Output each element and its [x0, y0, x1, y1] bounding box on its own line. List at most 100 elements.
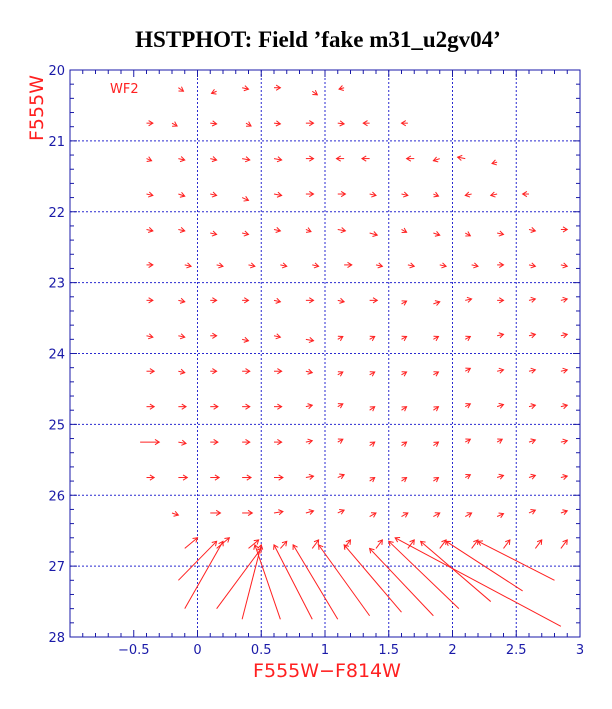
vector-165 — [184, 537, 199, 549]
vector-149 — [496, 473, 505, 480]
vector-133 — [433, 441, 440, 447]
vector-13 — [362, 120, 370, 127]
vector-39 — [521, 190, 529, 198]
vector-173 — [439, 539, 447, 549]
vector-62 — [407, 262, 416, 269]
vector-61 — [375, 262, 384, 269]
vector-81 — [560, 296, 569, 303]
vector-158 — [369, 512, 377, 518]
vector-163 — [528, 508, 537, 515]
vector-66 — [528, 262, 537, 269]
vector-152 — [171, 510, 180, 517]
vector-25 — [456, 154, 466, 161]
vector-94 — [528, 332, 537, 339]
vector-170 — [343, 539, 352, 549]
vector-47 — [369, 231, 379, 237]
x-tick-label-2: 0.5 — [251, 643, 272, 658]
vector-83 — [178, 333, 186, 340]
vector-field — [140, 84, 569, 627]
vector-33 — [337, 190, 347, 198]
vector-135 — [496, 438, 504, 444]
vector-5 — [338, 85, 345, 91]
vector-45 — [305, 227, 312, 233]
vector-6 — [146, 120, 154, 127]
vector-11 — [305, 120, 315, 127]
vector-69 — [178, 297, 186, 304]
vector-2 — [242, 85, 250, 92]
vector-1 — [210, 89, 217, 95]
x-tick-label-7: 3 — [576, 643, 584, 658]
vector-98 — [210, 368, 218, 375]
vector-154 — [242, 509, 254, 517]
vector-100 — [274, 368, 283, 375]
vector-145 — [369, 476, 376, 483]
vector-59 — [312, 262, 320, 269]
vector-126 — [210, 439, 219, 446]
vector-35 — [401, 191, 409, 198]
vector-60 — [344, 261, 353, 268]
vector-67 — [560, 262, 569, 269]
vector-88 — [337, 335, 344, 342]
vector-26 — [491, 159, 498, 166]
vector-104 — [401, 371, 408, 377]
vector-130 — [337, 438, 344, 444]
vector-16 — [178, 156, 186, 163]
vector-28 — [178, 192, 186, 198]
vector-36 — [433, 191, 440, 198]
x-tick-label-5: 2 — [448, 643, 456, 658]
vector-139 — [178, 474, 189, 481]
vector-115 — [305, 403, 314, 410]
vector-134 — [465, 438, 472, 444]
vector-187 — [368, 547, 434, 617]
vector-153 — [210, 509, 222, 517]
vector-31 — [273, 191, 283, 198]
vector-138 — [146, 474, 156, 481]
vector-56 — [216, 262, 224, 269]
vector-137 — [560, 438, 569, 445]
vector-132 — [401, 441, 408, 447]
vector-53 — [560, 226, 569, 233]
vector-41 — [178, 227, 186, 233]
vector-186 — [343, 544, 402, 613]
vector-185 — [318, 544, 371, 617]
vector-142 — [274, 474, 284, 481]
x-tick-labels: −0.5 0 0.5 1 1.5 2 2.5 3 — [118, 643, 584, 658]
vector-146 — [401, 476, 408, 483]
vector-161 — [465, 512, 473, 518]
vector-84 — [210, 332, 218, 339]
vector-30 — [241, 196, 250, 202]
vector-168 — [280, 540, 288, 549]
vector-54 — [146, 261, 154, 268]
vector-116 — [337, 403, 344, 409]
vector-107 — [497, 367, 505, 374]
vector-75 — [369, 297, 379, 304]
vector-72 — [273, 297, 282, 304]
vector-172 — [407, 539, 415, 549]
vector-65 — [497, 261, 505, 268]
vector-96 — [146, 368, 156, 375]
vector-15 — [146, 156, 153, 162]
chip-annotation: WF2 — [110, 82, 139, 97]
vector-99 — [242, 368, 251, 375]
vector-113 — [242, 403, 251, 410]
vector-50 — [465, 231, 472, 237]
vector-70 — [210, 297, 218, 304]
vector-19 — [273, 156, 283, 163]
vector-124 — [140, 439, 161, 446]
y-tick-label-8: 28 — [48, 631, 65, 646]
vector-63 — [439, 262, 448, 269]
vector-179 — [184, 540, 224, 609]
vector-108 — [528, 367, 537, 374]
vector-92 — [465, 335, 472, 342]
vector-103 — [369, 371, 376, 377]
vector-89 — [369, 335, 376, 342]
vector-29 — [210, 191, 218, 198]
x-tick-label-0: −0.5 — [118, 643, 150, 658]
x-tick-label-3: 1 — [321, 643, 329, 658]
vector-123 — [560, 403, 569, 410]
vector-57 — [248, 262, 256, 269]
vector-49 — [433, 230, 441, 237]
vector-40 — [146, 227, 154, 233]
vector-171 — [375, 539, 383, 549]
vector-110 — [146, 403, 156, 410]
